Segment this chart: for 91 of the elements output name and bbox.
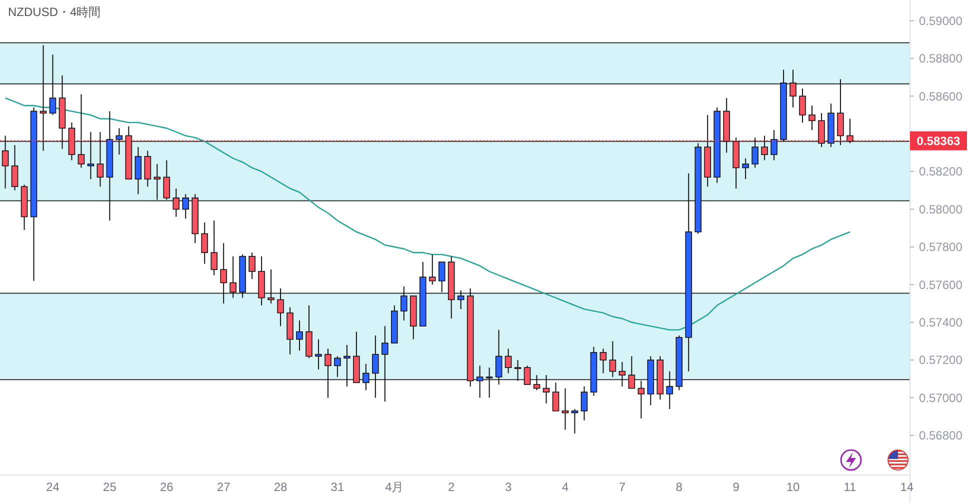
candlestick: [362, 363, 370, 391]
y-tick-label: 0.57000: [919, 390, 963, 405]
candlestick: [524, 365, 531, 386]
candlestick: [87, 131, 94, 180]
candlestick: [210, 220, 218, 276]
y-tick-label: 0.57600: [919, 278, 963, 292]
candlestick: [628, 356, 636, 389]
candlestick: [296, 320, 303, 352]
candlestick: [457, 290, 464, 310]
candlestick: [752, 137, 758, 168]
candlestick: [230, 256, 236, 298]
x-tick-label: 14: [900, 480, 914, 494]
candlestick: [172, 188, 180, 218]
candlestick: [808, 105, 816, 131]
candlestick: [600, 348, 607, 374]
candlestick: [182, 194, 190, 220]
x-tick-label: 24: [46, 480, 60, 494]
candlestick: [542, 374, 550, 404]
candlestick: [144, 150, 152, 188]
x-tick-label: 26: [160, 480, 174, 494]
candlestick: [486, 367, 493, 398]
candlestick: [638, 380, 645, 419]
candlestick: [201, 222, 208, 264]
y-tick-label: 0.56800: [919, 428, 963, 443]
line-series: [4, 97, 851, 331]
candlestick: [2, 135, 9, 189]
x-tick-label: 3: [504, 480, 512, 494]
candlestick: [799, 88, 806, 124]
candlestick: [324, 348, 332, 398]
y-tick-label: 0.57400: [919, 316, 963, 330]
x-tick-label: 25: [103, 480, 117, 494]
y-tick-label: 0.58800: [919, 52, 963, 66]
candlestick: [742, 158, 749, 180]
candlestick: [372, 335, 379, 398]
x-tick-label: 2: [448, 480, 456, 494]
candlestick: [504, 348, 512, 374]
ref-line-label: 0.58363: [916, 134, 961, 148]
y-tick-label: 0.58600: [919, 89, 963, 104]
candlestick: [49, 54, 56, 116]
candlestick: [40, 44, 47, 152]
y-tick-label: 0.58000: [919, 202, 963, 216]
candlestick: [344, 344, 350, 387]
y-tick-label: 0.58200: [919, 164, 963, 179]
candlestick: [116, 128, 123, 156]
candlestick: [315, 338, 322, 370]
candlestick: [846, 118, 854, 144]
candlestick: [609, 340, 616, 378]
candlestick: [495, 329, 502, 386]
candlestick: [618, 361, 626, 387]
x-tick-label: 7: [618, 480, 626, 494]
y-tick-label: 0.59000: [919, 14, 963, 28]
candlestick: [134, 146, 142, 195]
candlestick: [562, 388, 569, 430]
x-tick-label: 4月: [385, 480, 404, 494]
x-tick-label: 4: [562, 480, 569, 494]
candlestick: [476, 365, 484, 398]
candlestick: [78, 94, 85, 168]
candlestick: [220, 242, 227, 304]
x-tick-label: 11: [844, 480, 857, 494]
candlestick: [818, 112, 825, 148]
y-tick-label: 0.57800: [919, 240, 963, 254]
candlestick: [770, 130, 778, 161]
x-tick-label: 27: [216, 480, 231, 494]
y-tick-label: 0.57200: [919, 353, 963, 368]
candlestick: [96, 131, 104, 188]
candlestick: [400, 286, 408, 321]
candlestick: [11, 144, 18, 191]
candlestick: [277, 288, 284, 327]
candlestick: [154, 163, 161, 200]
x-tick-label: 28: [274, 480, 288, 494]
candlestick: [837, 78, 844, 146]
candlestick: [382, 326, 388, 402]
candlestick: [334, 356, 341, 378]
x-tick-label: 9: [732, 480, 740, 494]
x-tick-label: 10: [786, 480, 800, 494]
candlestick: [761, 135, 768, 161]
candlestick: [248, 252, 256, 280]
candlestick: [571, 408, 578, 434]
candlestick: [666, 370, 674, 410]
candlestick: [268, 269, 274, 304]
candlestick: [533, 374, 540, 391]
x-tick-label: 8: [676, 480, 683, 494]
candlestick: [790, 69, 796, 108]
candlestick: [514, 360, 522, 382]
candlestick: [438, 262, 446, 293]
candlestick: [428, 254, 436, 286]
candlestick: [580, 386, 588, 421]
chart-title: NZDUSD・4時間: [8, 5, 101, 19]
candlestick: [163, 160, 170, 200]
candlestick: [552, 382, 560, 412]
x-tick-label: 31: [330, 480, 344, 494]
